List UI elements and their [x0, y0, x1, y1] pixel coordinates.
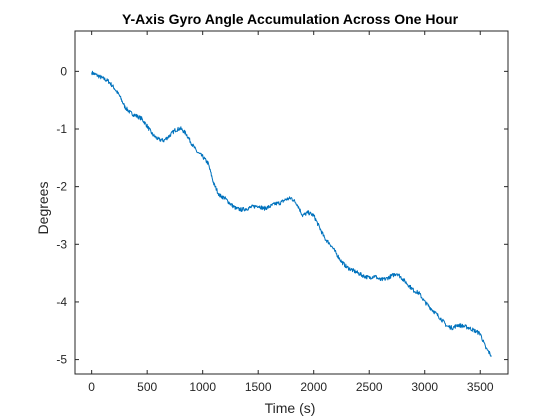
y-tick-label: -4: [56, 295, 67, 309]
y-tick-label: -3: [56, 237, 67, 251]
chart-title: Y-Axis Gyro Angle Accumulation Across On…: [122, 11, 459, 27]
data-line: [91, 70, 492, 357]
x-axis-label: Time (s): [265, 400, 316, 416]
y-tick-label: -2: [56, 180, 67, 194]
y-axis-label: Degrees: [35, 182, 51, 235]
plot-area: 0 500 1000 1500 2000 2500 3000 3500 0 -1 -2 -3 -4 -5: [56, 30, 509, 394]
x-tick-label: 500: [137, 380, 157, 394]
x-tick-label: 2000: [300, 380, 327, 394]
axes-box: [74, 30, 509, 375]
y-tick-label: -1: [56, 122, 67, 136]
x-tick-label: 2500: [356, 380, 383, 394]
x-tick-label: 3000: [411, 380, 438, 394]
x-tick-label: 3500: [467, 380, 494, 394]
y-tick-label: -5: [56, 353, 67, 367]
x-tick-label: 1500: [245, 380, 272, 394]
y-tick-label: 0: [60, 64, 67, 78]
x-tick-label: 0: [88, 380, 95, 394]
x-tick-label: 1000: [189, 380, 216, 394]
